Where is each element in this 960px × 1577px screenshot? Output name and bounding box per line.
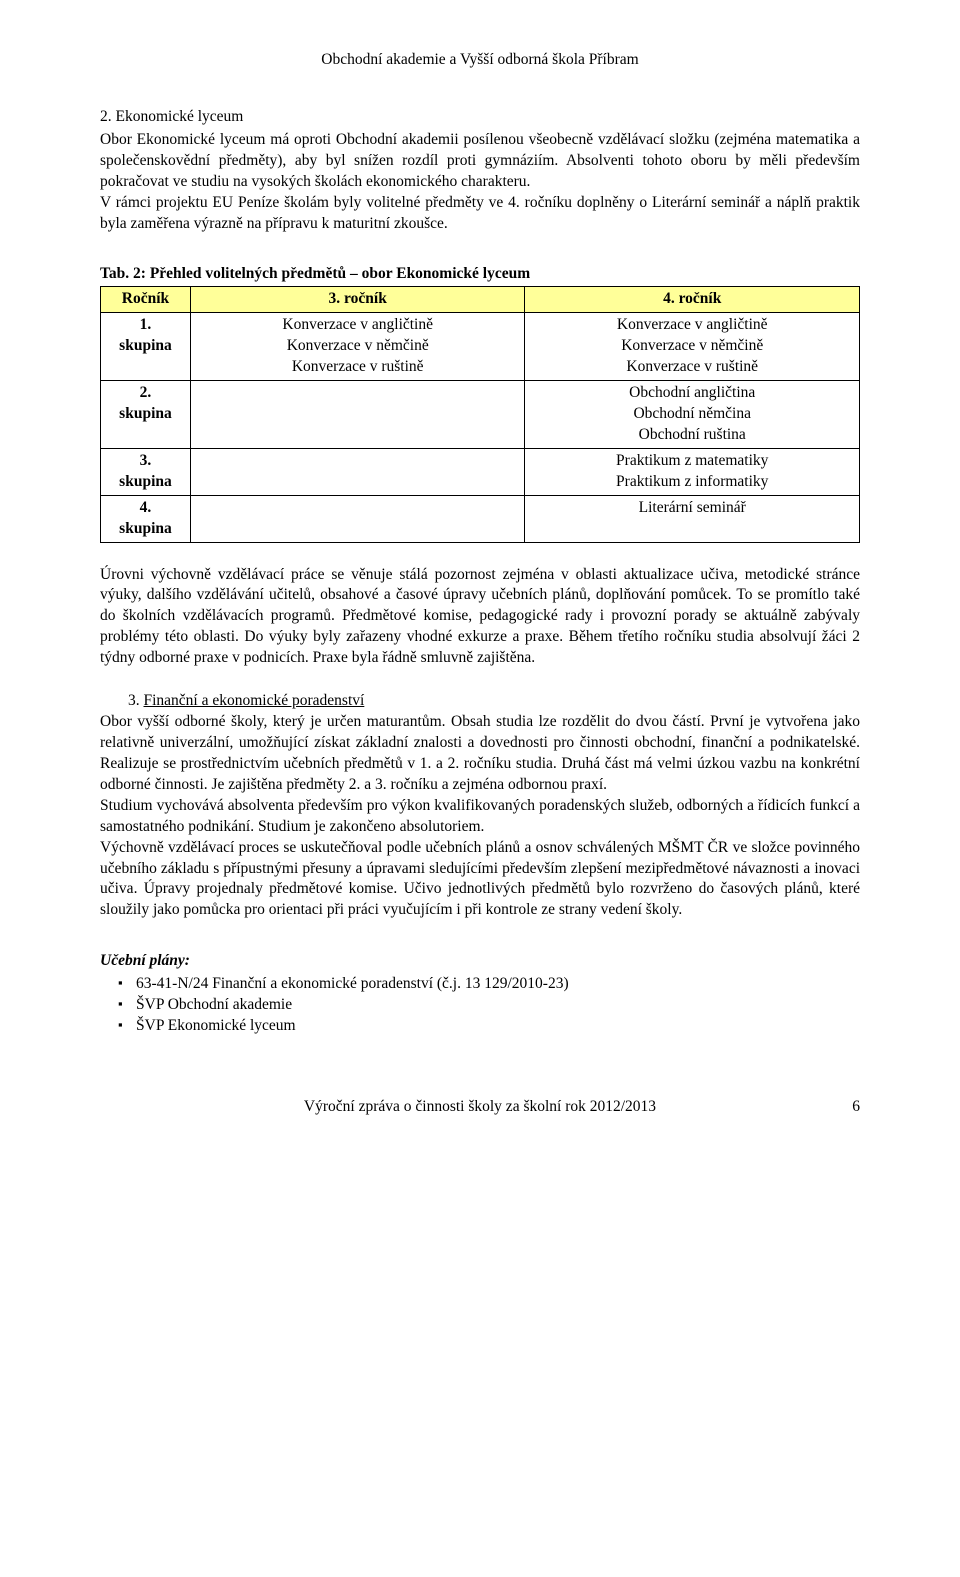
cell-4: Obchodní angličtina Obchodní němčina Obc… <box>525 381 860 449</box>
table-row: 2. skupina Obchodní angličtina Obchodní … <box>101 381 860 449</box>
section-2-body-1: Obor Ekonomické lyceum má oproti Obchodn… <box>100 130 860 193</box>
table-row: 1. skupina Konverzace v angličtině Konve… <box>101 313 860 381</box>
cell-rocnik: 2. skupina <box>101 381 191 449</box>
section-3-heading: 3. Finanční a ekonomické poradenství <box>100 691 860 712</box>
footer-page-number: 6 <box>852 1097 860 1118</box>
section-2-title: 2. Ekonomické lyceum <box>100 107 860 128</box>
th-4rocnik: 4. ročník <box>525 287 860 313</box>
th-3rocnik: 3. ročník <box>190 287 525 313</box>
section-3-body-2: Studium vychovává absolventa především p… <box>100 796 860 838</box>
list-item: ŠVP Obchodní akademie <box>118 995 860 1016</box>
cell-4: Konverzace v angličtině Konverzace v něm… <box>525 313 860 381</box>
cell-3 <box>190 495 525 542</box>
footer-text: Výroční zpráva o činnosti školy za školn… <box>304 1098 656 1115</box>
section-3-body-3: Výchovně vzdělávací proces se uskutečňov… <box>100 838 860 922</box>
th-rocnik: Ročník <box>101 287 191 313</box>
table-row: 3. skupina Praktikum z matematiky Prakti… <box>101 448 860 495</box>
table-caption: Tab. 2: Přehled volitelných předmětů – o… <box>100 264 860 285</box>
section-3-title: Finanční a ekonomické poradenství <box>144 692 365 709</box>
cell-rocnik: 1. skupina <box>101 313 191 381</box>
cell-3: Konverzace v angličtině Konverzace v něm… <box>190 313 525 381</box>
section-2-body-2: V rámci projektu EU Peníze školám byly v… <box>100 193 860 235</box>
plans-title: Učební plány: <box>100 951 860 972</box>
cell-3 <box>190 381 525 449</box>
subjects-table: Ročník 3. ročník 4. ročník 1. skupina Ko… <box>100 286 860 542</box>
page-header: Obchodní akademie a Vyšší odborná škola … <box>100 50 860 71</box>
cell-3 <box>190 448 525 495</box>
cell-rocnik: 4. skupina <box>101 495 191 542</box>
page-footer: Výroční zpráva o činnosti školy za školn… <box>100 1097 860 1118</box>
plans-list: 63-41-N/24 Finanční a ekonomické poraden… <box>100 974 860 1037</box>
list-item: 63-41-N/24 Finanční a ekonomické poraden… <box>118 974 860 995</box>
table-header-row: Ročník 3. ročník 4. ročník <box>101 287 860 313</box>
section-3-body-1: Obor vyšší odborné školy, který je určen… <box>100 712 860 796</box>
paragraph-uroven: Úrovni výchovně vzdělávací práce se věnu… <box>100 565 860 670</box>
cell-4: Praktikum z matematiky Praktikum z infor… <box>525 448 860 495</box>
table-row: 4. skupina Literární seminář <box>101 495 860 542</box>
list-item: ŠVP Ekonomické lyceum <box>118 1016 860 1037</box>
cell-4: Literární seminář <box>525 495 860 542</box>
section-3-num: 3. <box>128 692 144 709</box>
cell-rocnik: 3. skupina <box>101 448 191 495</box>
